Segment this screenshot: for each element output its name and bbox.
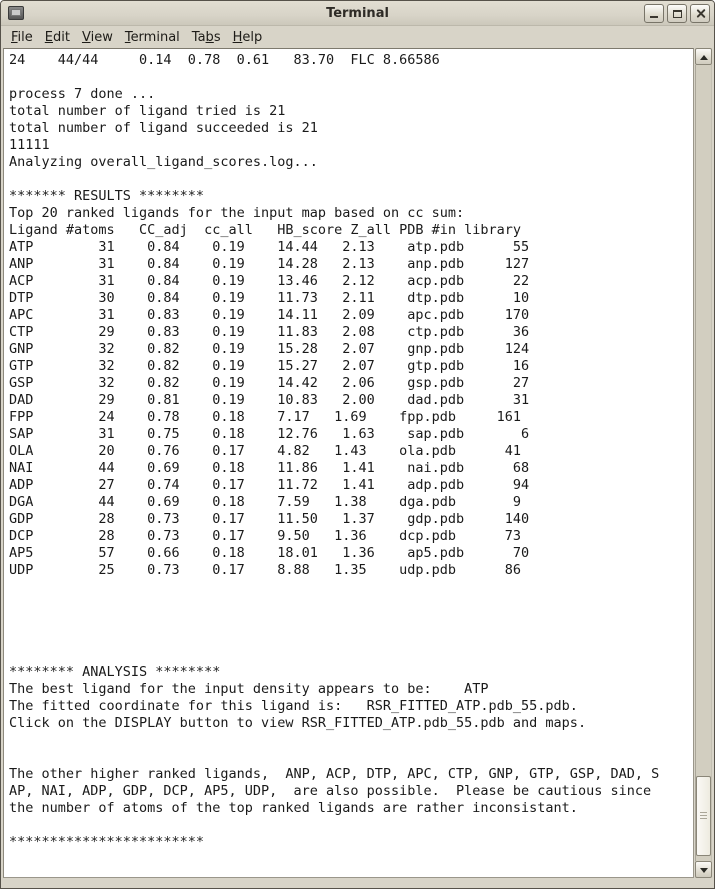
terminal-line: The fitted coordinate for this ligand is… <box>9 698 578 714</box>
terminal-output: 24 44/44 0.14 0.78 0.61 83.70 FLC 8.6658… <box>9 52 693 851</box>
menu-edit[interactable]: Edit <box>39 28 76 47</box>
terminal-line <box>9 613 693 630</box>
terminal-line: The best ligand for the input density ap… <box>9 681 489 697</box>
terminal-screen[interactable]: 24 44/44 0.14 0.78 0.61 83.70 FLC 8.6658… <box>3 48 694 878</box>
window-title: Terminal <box>326 5 389 21</box>
scrollbar-grip-icon <box>700 812 707 820</box>
titlebar[interactable]: Terminal <box>1 1 714 26</box>
terminal-line: ACP 31 0.84 0.19 13.46 2.12 acp.pdb 22 <box>9 273 530 289</box>
terminal-line: total number of ligand succeeded is 21 <box>9 120 318 136</box>
terminal-line: DAD 29 0.81 0.19 10.83 2.00 dad.pdb 31 <box>9 392 530 408</box>
terminal-line: GSP 32 0.82 0.19 14.42 2.06 gsp.pdb 27 <box>9 375 530 391</box>
menu-view[interactable]: View <box>76 28 119 47</box>
terminal-line: APC 31 0.83 0.19 14.11 2.09 apc.pdb 170 <box>9 307 530 323</box>
terminal-line: total number of ligand tried is 21 <box>9 103 286 119</box>
menu-tabs[interactable]: Tabs <box>186 28 227 47</box>
maximize-button[interactable] <box>667 4 687 23</box>
menu-help[interactable]: Help <box>227 28 269 47</box>
terminal-line: Click on the DISPLAY button to view RSR_… <box>9 715 587 731</box>
terminal-line: the number of atoms of the top ranked li… <box>9 800 578 816</box>
menu-file[interactable]: File <box>5 28 39 47</box>
terminal-window-icon <box>8 6 24 20</box>
terminal-line <box>9 171 693 188</box>
window-bottom-edge <box>1 878 714 888</box>
scroll-down-button[interactable] <box>695 861 712 878</box>
menu-terminal[interactable]: Terminal <box>119 28 186 47</box>
terminal-window-icon-screen <box>11 9 21 16</box>
terminal-line: AP5 57 0.66 0.18 18.01 1.36 ap5.pdb 70 <box>9 545 530 561</box>
terminal-line: ANP 31 0.84 0.19 14.28 2.13 anp.pdb 127 <box>9 256 530 272</box>
terminal-line: GNP 32 0.82 0.19 15.28 2.07 gnp.pdb 124 <box>9 341 530 357</box>
terminal-line: 11111 <box>9 137 50 153</box>
terminal-line <box>9 749 693 766</box>
terminal-line: ******* RESULTS ******** <box>9 188 205 204</box>
terminal-line <box>9 596 693 613</box>
terminal-content-row: 24 44/44 0.14 0.78 0.61 83.70 FLC 8.6658… <box>1 48 714 878</box>
terminal-scrollbar[interactable] <box>695 48 712 878</box>
terminal-line <box>9 732 693 749</box>
maximize-icon <box>673 10 682 18</box>
terminal-line: GDP 28 0.73 0.17 11.50 1.37 gdp.pdb 140 <box>9 511 530 527</box>
terminal-line: Ligand #atoms CC_adj cc_all HB_score Z_a… <box>9 222 522 238</box>
terminal-line: ******** ANALYSIS ******** <box>9 664 221 680</box>
terminal-line: UDP 25 0.73 0.17 8.88 1.35 udp.pdb 86 <box>9 562 522 578</box>
close-button[interactable] <box>690 4 710 23</box>
terminal-line: Top 20 ranked ligands for the input map … <box>9 205 465 221</box>
menu-edit-label: Edit <box>44 29 70 45</box>
terminal-line: AP, NAI, ADP, GDP, DCP, AP5, UDP, are al… <box>9 783 652 799</box>
terminal-line: DTP 30 0.84 0.19 11.73 2.11 dtp.pdb 10 <box>9 290 530 306</box>
terminal-line: ************************ <box>9 834 205 850</box>
terminal-line: process 7 done ... <box>9 86 156 102</box>
minimize-icon <box>650 16 658 18</box>
menu-terminal-label: Terminal <box>124 29 180 45</box>
terminal-line: ATP 31 0.84 0.19 14.44 2.13 atp.pdb 55 <box>9 239 530 255</box>
scrollbar-thumb[interactable] <box>696 776 711 856</box>
scroll-up-button[interactable] <box>695 48 712 65</box>
menu-tabs-label: Tabs <box>191 29 221 45</box>
terminal-line: GTP 32 0.82 0.19 15.27 2.07 gtp.pdb 16 <box>9 358 530 374</box>
terminal-line: CTP 29 0.83 0.19 11.83 2.08 ctp.pdb 36 <box>9 324 530 340</box>
terminal-line: The other higher ranked ligands, ANP, AC… <box>9 766 660 782</box>
terminal-line: SAP 31 0.75 0.18 12.76 1.63 sap.pdb 6 <box>9 426 530 442</box>
menu-help-label: Help <box>232 29 263 45</box>
arrow-up-icon <box>700 55 708 60</box>
terminal-line <box>9 630 693 647</box>
terminal-line: FPP 24 0.78 0.18 7.17 1.69 fpp.pdb 161 <box>9 409 522 425</box>
menu-file-label: File <box>11 29 33 45</box>
terminal-line <box>9 817 693 834</box>
menu-view-label: View <box>81 29 113 45</box>
terminal-line <box>9 647 693 664</box>
close-icon <box>695 8 706 19</box>
minimize-button[interactable] <box>644 4 664 23</box>
terminal-line <box>9 579 693 596</box>
menubar: File Edit View Terminal Tabs Help <box>1 26 714 48</box>
terminal-line: Analyzing overall_ligand_scores.log... <box>9 154 318 170</box>
terminal-line <box>9 69 693 86</box>
window-controls <box>644 4 710 23</box>
terminal-line: 24 44/44 0.14 0.78 0.61 83.70 FLC 8.6658… <box>9 52 440 68</box>
terminal-line: NAI 44 0.69 0.18 11.86 1.41 nai.pdb 68 <box>9 460 530 476</box>
arrow-down-icon <box>700 868 708 873</box>
terminal-line: OLA 20 0.76 0.17 4.82 1.43 ola.pdb 41 <box>9 443 522 459</box>
terminal-line: DGA 44 0.69 0.18 7.59 1.38 dga.pdb 9 <box>9 494 522 510</box>
scrollbar-trough[interactable] <box>695 65 712 861</box>
terminal-line: ADP 27 0.74 0.17 11.72 1.41 adp.pdb 94 <box>9 477 530 493</box>
terminal-line: DCP 28 0.73 0.17 9.50 1.36 dcp.pdb 73 <box>9 528 522 544</box>
